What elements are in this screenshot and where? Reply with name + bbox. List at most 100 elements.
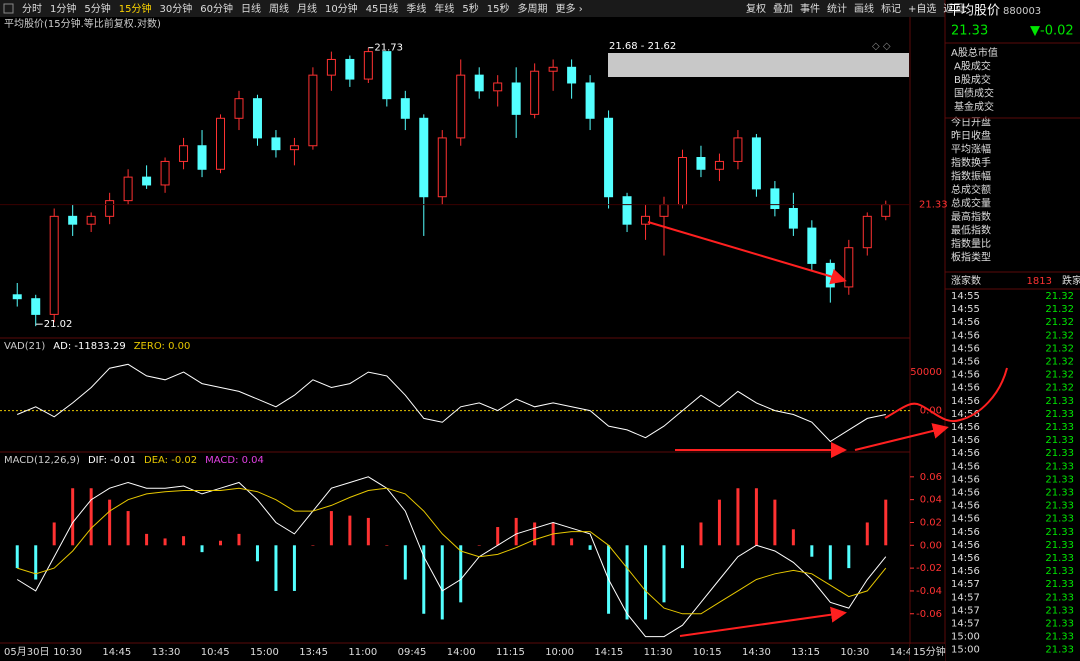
toolbar-button[interactable]: 复权: [746, 2, 766, 15]
x-tick-label: 09:45: [398, 647, 427, 658]
period-tab[interactable]: 多周期: [518, 2, 548, 15]
trade-price: 21.33: [1045, 461, 1074, 472]
toolbar-button[interactable]: 标记: [881, 3, 901, 15]
panel-item: 总成交量: [951, 197, 991, 210]
candle-body: [511, 82, 521, 115]
y-tick-label: 0.06: [920, 472, 942, 483]
period-tab[interactable]: 15秒: [487, 2, 510, 15]
macd-bar: [89, 488, 93, 546]
series-line: [17, 487, 887, 615]
period-tab[interactable]: 1分钟: [50, 2, 76, 15]
toolbar-button[interactable]: 统计: [827, 2, 847, 15]
candle-body: [604, 117, 614, 198]
y-tick-label: 0.04: [920, 495, 942, 506]
panel-item: 指数量比: [951, 237, 991, 250]
macd-bar: [477, 545, 481, 546]
trade-price: 21.33: [1045, 566, 1074, 577]
period-tab[interactable]: 日线: [241, 2, 261, 15]
trade-time: 14:56: [951, 370, 980, 381]
period-tab[interactable]: 周线: [269, 2, 289, 15]
stock-code: 880003: [1003, 6, 1041, 17]
corner-icons: ◇ ◇: [872, 41, 891, 52]
macd-bar: [219, 540, 223, 546]
period-tab[interactable]: 更多 ›: [556, 2, 583, 15]
toolbar-button[interactable]: +自选: [908, 2, 936, 15]
trade-time: 14:56: [951, 409, 980, 420]
panel-item: 最高指数: [951, 210, 991, 223]
period-tab[interactable]: 45日线: [366, 2, 399, 15]
candle-body: [179, 145, 189, 162]
x-tick-label: 11:30: [644, 647, 673, 658]
candle-body: [86, 215, 96, 225]
trade-time: 14:56: [951, 488, 980, 499]
period-tab[interactable]: 季线: [406, 2, 426, 15]
period-tab[interactable]: 10分钟: [325, 2, 358, 15]
candle-body: [788, 207, 798, 229]
period-tab[interactable]: 分时: [22, 3, 42, 15]
macd-bar: [52, 522, 56, 546]
trade-price: 21.33: [1045, 422, 1074, 433]
candle-body: [49, 215, 59, 315]
period-tab[interactable]: 月线: [297, 2, 317, 15]
y-tick-label: -0.02: [916, 563, 942, 574]
period-tab[interactable]: 5分钟: [84, 2, 110, 15]
trade-price: 21.33: [1045, 540, 1074, 551]
trade-time: 14:55: [951, 291, 980, 302]
x-tick-label: 10:30: [840, 647, 869, 658]
period-tab[interactable]: 30分钟: [159, 2, 192, 15]
macd-bar: [514, 517, 518, 546]
macd-bar: [200, 545, 204, 553]
macd-bar: [348, 515, 352, 546]
x-tick-label: 11:00: [348, 647, 377, 658]
toolbar-button[interactable]: 画线: [854, 2, 874, 15]
period-tab[interactable]: 年线: [434, 2, 454, 15]
annotation: 21.02: [44, 319, 73, 330]
toolbar-button[interactable]: 叠加: [773, 3, 793, 15]
trade-price: 21.33: [1045, 435, 1074, 446]
y-tick-label: -0.04: [916, 586, 942, 597]
trade-price: 21.33: [1045, 527, 1074, 538]
indicator-header: VAD(21): [4, 341, 45, 352]
candle-body: [31, 298, 41, 315]
macd-bar: [625, 545, 629, 620]
drawn-arrows: [647, 221, 1008, 637]
macd-bar: [255, 545, 259, 562]
y-tick-label: 0.00: [920, 540, 942, 551]
macd-bar: [736, 488, 740, 546]
macd-bar: [662, 545, 666, 603]
macd-bar: [570, 538, 574, 546]
panel-item: 指数换手: [951, 156, 991, 169]
fall-label: 跌家: [1062, 274, 1080, 287]
trade-time: 14:57: [951, 605, 980, 616]
trade-price: 21.33: [1045, 514, 1074, 525]
trade-price: 21.33: [1045, 409, 1074, 420]
trade-time: 14:56: [951, 566, 980, 577]
x-tick-label: 10:00: [545, 647, 574, 658]
x-tick-label: 14:45: [890, 647, 919, 658]
period-tab[interactable]: 60分钟: [200, 2, 233, 15]
candle-body: [622, 196, 632, 225]
candle-body: [308, 74, 318, 147]
candle-body: [751, 137, 761, 190]
macd-bar: [274, 545, 278, 591]
macd-bar: [644, 545, 648, 620]
rise-label: 涨家数: [951, 274, 981, 287]
period-tab[interactable]: 5秒: [462, 2, 478, 15]
indicator-header: MACD: 0.04: [205, 455, 264, 466]
macd-bar: [791, 529, 795, 546]
rise-count: 1813: [1027, 276, 1052, 287]
toolbar-button[interactable]: 事件: [800, 2, 820, 15]
trade-price: 21.33: [1045, 592, 1074, 603]
candle-body: [345, 58, 355, 80]
macd-bar: [754, 488, 758, 546]
x-tick-label: 14:15: [594, 647, 623, 658]
toolbar-button[interactable]: 返回: [943, 3, 963, 15]
x-tick-label: 15:00: [250, 647, 279, 658]
candle-body: [548, 66, 558, 72]
panel-item: B股成交: [954, 73, 991, 86]
panel-item: 最低指数: [951, 224, 991, 237]
candle-body: [271, 137, 281, 151]
arrow: [854, 423, 949, 451]
period-tab[interactable]: 15分钟: [119, 2, 152, 15]
